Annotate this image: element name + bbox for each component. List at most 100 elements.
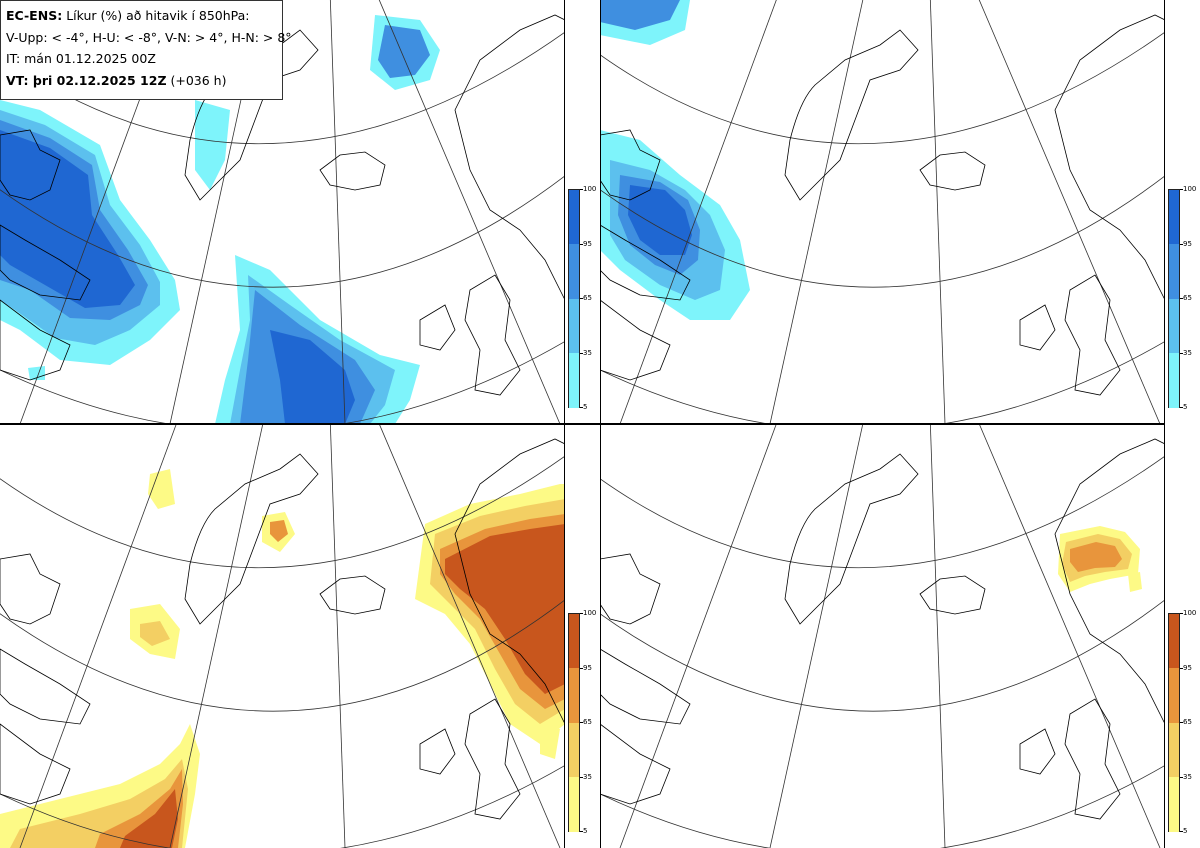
valid-time: VT: þri 02.12.2025 12Z	[6, 72, 167, 88]
scandinavia-coast	[1054, 14, 1165, 301]
prob-area	[148, 469, 175, 509]
colorbar-segment	[569, 722, 579, 778]
colorbar-tick-mark	[1180, 243, 1183, 245]
colorbar-segment	[569, 244, 579, 299]
colorbar-tick-mark	[580, 298, 583, 299]
colorbar-segment	[1169, 298, 1179, 354]
longitude-line	[929, 0, 946, 424]
prob-area	[540, 724, 560, 759]
greenland-coast	[184, 453, 319, 625]
colorbar-segment	[1169, 614, 1179, 669]
lead-time: (+036 h)	[170, 72, 227, 88]
map-legend-box: EC-ENS: Líkur (%) að hitavik í 850hPa: V…	[0, 0, 292, 100]
longitude-line	[329, 424, 346, 848]
graticule-br	[600, 424, 1165, 848]
colorbar-tick-label: 35	[1183, 772, 1192, 781]
colorbar-tick-mark	[1180, 722, 1183, 723]
prob-area	[1070, 542, 1122, 572]
colorbar-segment	[1169, 776, 1179, 832]
colorbar-tick-mark	[580, 667, 583, 669]
prob-field-warm-br	[1058, 526, 1142, 592]
colorbar-tick-mark	[1180, 776, 1183, 778]
map-top-left	[0, 0, 565, 424]
ireland-coast	[1019, 728, 1056, 775]
colorbar-bottom-left	[568, 613, 580, 832]
british-isles-coast	[464, 274, 521, 396]
colorbar-tick-mark	[1180, 298, 1183, 299]
colorbar-bottom-right	[1168, 613, 1180, 832]
longitude-line	[378, 0, 561, 424]
prob-area	[445, 524, 565, 694]
longitude-line	[619, 424, 777, 848]
scandinavia-coast	[1054, 438, 1165, 725]
colorbar-top-left	[568, 189, 580, 408]
valid-time-row: VT: þri 02.12.2025 12Z (+036 h)	[6, 70, 277, 92]
labrador-coast	[0, 299, 71, 381]
latitude-line	[600, 764, 1165, 848]
panel-divider-vertical-left	[564, 0, 565, 848]
map-panel-bottom-left	[0, 424, 565, 848]
prob-area	[270, 520, 288, 542]
initial-time: IT: mán 01.12.2025 00Z	[6, 51, 156, 66]
legend-title-row: EC-ENS: Líkur (%) að hitavik í 850hPa:	[6, 5, 277, 27]
arctic-coast	[0, 553, 61, 625]
british-isles-coast	[1064, 698, 1121, 820]
panel-divider-horizontal	[0, 423, 1165, 425]
map-panel-top-right	[600, 0, 1165, 424]
colorbar-tick-label: 5	[1183, 827, 1188, 835]
coastlines-br	[600, 438, 1165, 820]
colorbar-tick-label: 65	[583, 294, 592, 302]
map-bottom-right	[600, 424, 1165, 848]
longitude-line	[169, 424, 264, 848]
canada-coast	[0, 224, 91, 301]
iceland-coast	[919, 575, 986, 615]
colorbar-tick-mark	[580, 407, 583, 408]
colorbar-tick-label: 100	[1183, 185, 1197, 193]
longitude-line	[978, 0, 1161, 424]
longitude-line	[329, 0, 346, 424]
colorbar-tick-label: 95	[1183, 663, 1192, 672]
iceland-coast	[319, 151, 386, 191]
longitude-line	[769, 424, 864, 848]
prob-area	[0, 130, 135, 308]
colorbar-tick-mark	[580, 243, 583, 245]
colorbar-tick-label: 65	[583, 718, 592, 726]
map-bottom-left	[0, 424, 565, 848]
prob-area	[270, 330, 355, 424]
canada-coast	[600, 648, 691, 725]
model-name: EC-ENS:	[6, 8, 63, 23]
latitude-line	[600, 455, 1165, 569]
canada-coast	[0, 648, 91, 725]
threshold-text: V-Upp: < -4°, H-U: < -8°, V-N: > 4°, H-N…	[6, 29, 292, 45]
colorbar-segment	[569, 776, 579, 832]
colorbar-tick-label: 65	[1183, 294, 1192, 302]
labrador-coast	[600, 299, 671, 381]
map-panel-bottom-right	[600, 424, 1165, 848]
colorbar-segment	[1169, 190, 1179, 245]
ireland-coast	[1019, 304, 1056, 351]
colorbar-tick-mark	[1180, 352, 1183, 354]
longitude-line	[619, 0, 777, 424]
colorbar-tick-label: 5	[583, 403, 588, 411]
colorbar-segment	[569, 190, 579, 245]
colorbar-segment	[569, 298, 579, 354]
colorbar-tick-mark	[1180, 831, 1183, 832]
product-title: Líkur (%) að hitavik í 850hPa:	[66, 8, 250, 23]
prob-field-warm-bl	[0, 469, 565, 848]
labrador-coast	[0, 723, 71, 805]
colorbar-segment	[1169, 352, 1179, 408]
latitude-line	[600, 175, 1165, 288]
iceland-coast	[319, 575, 386, 615]
latitude-line	[600, 340, 1165, 424]
colorbar-tick-mark	[580, 722, 583, 723]
prob-area	[140, 621, 170, 646]
prob-field-cold-tr	[600, 0, 750, 320]
latitude-line	[600, 599, 1165, 712]
arctic-coast	[600, 553, 661, 625]
graticule-bl	[0, 424, 565, 848]
colorbar-tick-label: 35	[583, 348, 592, 357]
colorbar-segment	[1169, 244, 1179, 299]
colorbar-tick-mark	[580, 613, 583, 614]
colorbar-tick-mark	[580, 831, 583, 832]
longitude-line	[978, 424, 1161, 848]
